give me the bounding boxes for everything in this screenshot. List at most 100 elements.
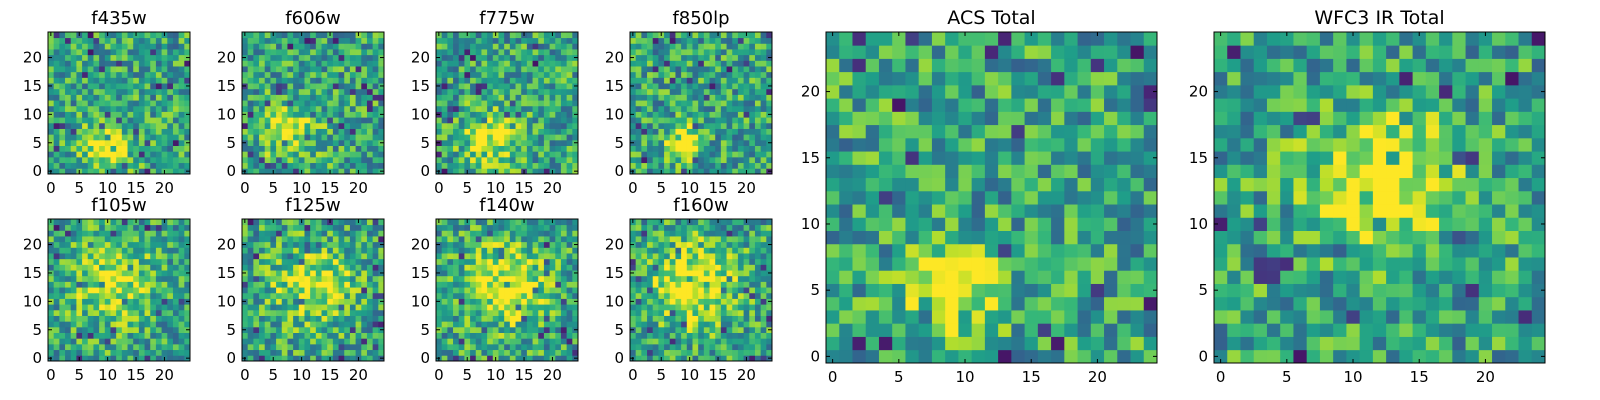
heatmap-cell	[481, 355, 487, 361]
heatmap-cell	[527, 72, 533, 78]
heatmap-cell	[715, 304, 721, 310]
heatmap-cell	[555, 316, 561, 322]
heatmap-cell	[544, 242, 550, 248]
heatmap-cell	[464, 123, 470, 129]
heatmap-cell	[459, 100, 465, 106]
heatmap-cell	[253, 43, 259, 49]
heatmap-cell	[76, 151, 82, 157]
heatmap-cell	[299, 83, 305, 89]
heatmap-cell	[550, 157, 556, 163]
heatmap-cell	[270, 264, 276, 270]
heatmap-cell	[692, 77, 698, 83]
heatmap-cell	[65, 157, 71, 163]
heatmap-cell	[128, 344, 134, 350]
heatmap-cell	[459, 242, 465, 248]
heatmap-cell	[99, 230, 105, 236]
heatmap-cell	[378, 43, 384, 49]
heatmap-cell	[567, 316, 573, 322]
heatmap-cell	[544, 38, 550, 44]
heatmap-cell	[681, 157, 687, 163]
heatmap-cell	[470, 299, 476, 305]
heatmap-cell	[378, 38, 384, 44]
heatmap-cell	[704, 32, 710, 38]
heatmap-cell	[265, 253, 271, 259]
heatmap-cell	[122, 168, 128, 174]
heatmap-cell	[373, 225, 379, 231]
heatmap-cell	[766, 129, 772, 135]
heatmap-cell	[133, 281, 139, 287]
heatmap-cell	[533, 259, 539, 265]
heatmap-cell	[276, 83, 282, 89]
heatmap-cell	[670, 32, 676, 38]
heatmap-cell	[116, 94, 122, 100]
heatmap-cell	[304, 157, 310, 163]
heatmap-cell	[493, 316, 499, 322]
heatmap-cell	[510, 66, 516, 72]
heatmap-cell	[276, 66, 282, 72]
heatmap-cell	[259, 32, 265, 38]
heatmap-cell	[516, 129, 522, 135]
heatmap-cell	[344, 134, 350, 140]
heatmap-cell	[378, 321, 384, 327]
heatmap-cell	[561, 163, 567, 169]
heatmap-cell	[498, 225, 504, 231]
heatmap-cell	[721, 287, 727, 293]
heatmap-cell	[698, 310, 704, 316]
heatmap-cell	[76, 129, 82, 135]
heatmap-cell	[322, 134, 328, 140]
heatmap-cell	[54, 134, 60, 140]
heatmap-cell	[110, 60, 116, 66]
heatmap-cell	[698, 55, 704, 61]
heatmap-cell	[681, 310, 687, 316]
heatmap-cell	[630, 49, 636, 55]
heatmap-cell	[350, 281, 356, 287]
heatmap-cell	[698, 157, 704, 163]
heatmap-cell	[116, 151, 122, 157]
heatmap-cell	[521, 333, 527, 339]
heatmap-cell	[65, 247, 71, 253]
heatmap-cell	[259, 43, 265, 49]
heatmap-cell	[156, 299, 162, 305]
heatmap-cell	[304, 163, 310, 169]
heatmap-cell	[538, 253, 544, 259]
heatmap-cell	[533, 66, 539, 72]
heatmap-cell	[516, 49, 522, 55]
heatmap-cell	[265, 49, 271, 55]
heatmap-cell	[150, 157, 156, 163]
heatmap-cell	[327, 276, 333, 282]
heatmap-cell	[538, 316, 544, 322]
heatmap-cell	[184, 106, 190, 112]
heatmap-cell	[259, 77, 265, 83]
heatmap-cell	[538, 236, 544, 242]
heatmap-cell	[167, 129, 173, 135]
heatmap-cell	[453, 355, 459, 361]
heatmap-cell	[453, 310, 459, 316]
heatmap-cell	[481, 123, 487, 129]
x-tick-label: 20	[349, 179, 368, 197]
heatmap-cell	[54, 344, 60, 350]
heatmap-cell	[65, 316, 71, 322]
heatmap-cell	[59, 270, 65, 276]
heatmap-cell	[755, 94, 761, 100]
heatmap-cell	[527, 219, 533, 225]
heatmap-cell	[48, 276, 54, 282]
heatmap-cell	[76, 89, 82, 95]
heatmap-cell	[487, 344, 493, 350]
heatmap-cell	[533, 134, 539, 140]
heatmap-cell	[653, 146, 659, 152]
heatmap-cell	[282, 281, 288, 287]
heatmap-cell	[698, 146, 704, 152]
heatmap-cell	[167, 134, 173, 140]
heatmap-cell	[721, 344, 727, 350]
heatmap-cell	[299, 270, 305, 276]
heatmap-cell	[59, 293, 65, 299]
heatmap-cell	[766, 151, 772, 157]
heatmap-cell	[304, 106, 310, 112]
heatmap-cell	[110, 225, 116, 231]
heatmap-cell	[145, 112, 151, 118]
heatmap-cell	[248, 38, 254, 44]
heatmap-cell	[510, 100, 516, 106]
heatmap-cell	[533, 299, 539, 305]
heatmap-cell	[128, 163, 134, 169]
heatmap-cell	[88, 350, 94, 356]
